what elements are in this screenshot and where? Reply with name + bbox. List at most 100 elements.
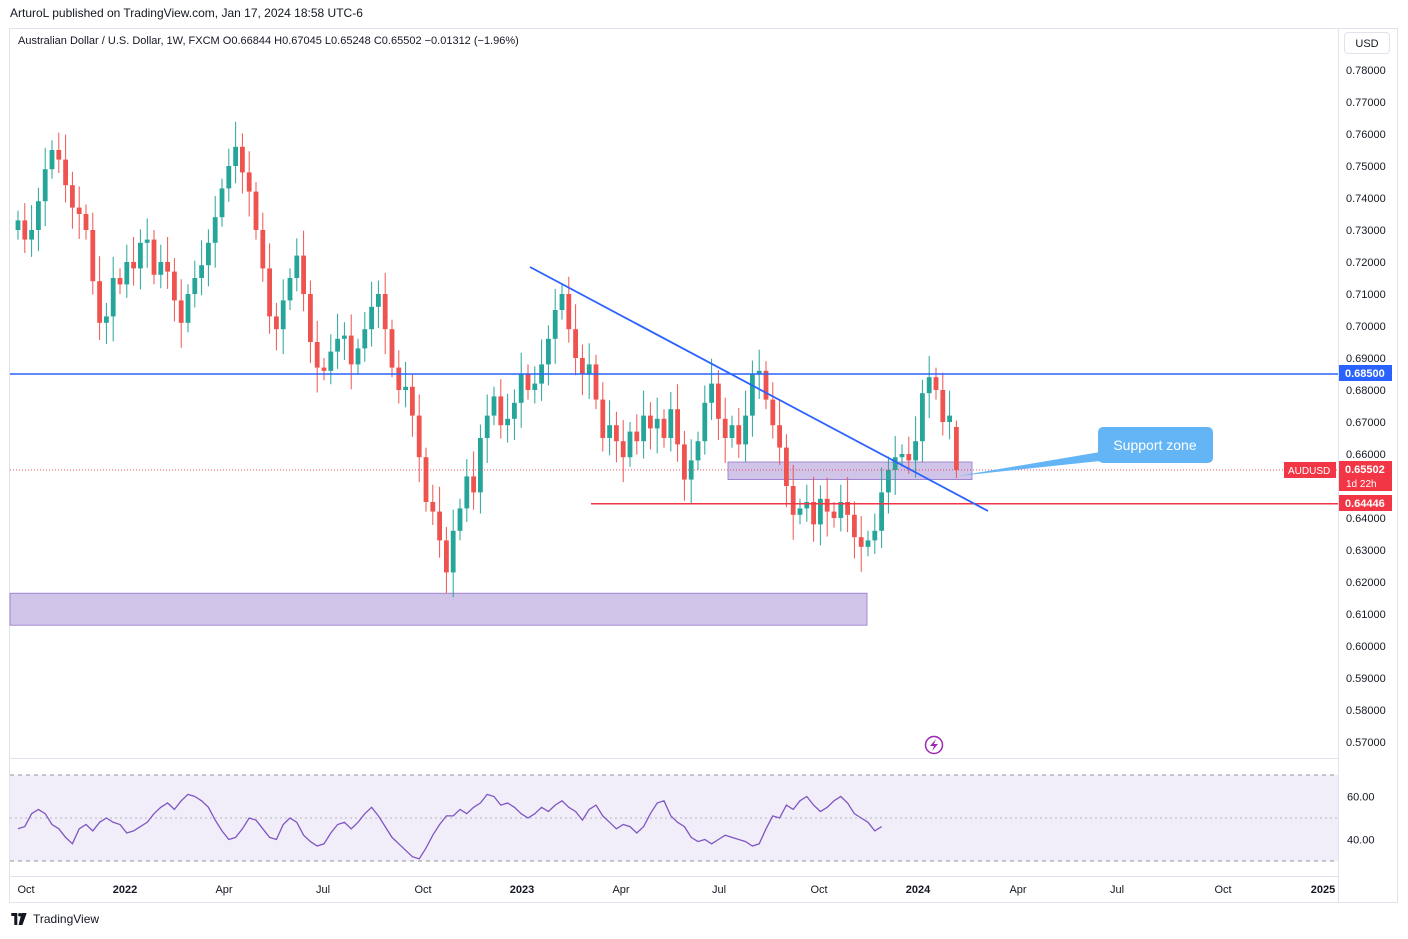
candle bbox=[437, 486, 442, 558]
candle-body bbox=[886, 470, 891, 493]
candle bbox=[532, 366, 538, 404]
candle-body bbox=[954, 426, 959, 470]
candle bbox=[423, 447, 429, 512]
candle-body bbox=[56, 150, 62, 160]
candle bbox=[464, 459, 470, 522]
candle-body bbox=[729, 425, 735, 438]
rsi-band-fill bbox=[10, 775, 1338, 861]
candle-body bbox=[552, 310, 558, 339]
candle bbox=[199, 240, 204, 296]
price-tick-label: 0.71000 bbox=[1346, 289, 1386, 301]
candle-body bbox=[444, 540, 449, 573]
candle bbox=[185, 284, 191, 333]
candle bbox=[512, 389, 517, 440]
zones-layer bbox=[9, 461, 973, 626]
time-tick-label: 2023 bbox=[510, 884, 534, 896]
candle bbox=[131, 237, 136, 286]
candle-body bbox=[804, 502, 810, 509]
time-tick-label: Oct bbox=[810, 884, 827, 896]
rsi-pane bbox=[10, 774, 1338, 862]
current-symbol-label: AUDUSD bbox=[1288, 466, 1330, 477]
time-tick-label: Apr bbox=[1009, 884, 1026, 896]
price-tick-label: 0.68000 bbox=[1346, 385, 1386, 397]
candle-body bbox=[144, 239, 150, 243]
candle bbox=[49, 140, 55, 179]
candle-body bbox=[634, 431, 640, 442]
pane-separator[interactable] bbox=[9, 758, 1338, 759]
candle-body bbox=[287, 278, 293, 301]
candle bbox=[920, 379, 925, 463]
candle-body bbox=[70, 185, 75, 208]
price-tick-label: 0.75000 bbox=[1346, 161, 1386, 173]
candle bbox=[369, 281, 374, 347]
candle bbox=[382, 272, 388, 355]
candles-layer bbox=[15, 121, 959, 598]
candle bbox=[831, 502, 837, 528]
candle-body bbox=[722, 418, 728, 438]
candle bbox=[76, 186, 82, 239]
candle-body bbox=[709, 383, 714, 403]
callout-box[interactable] bbox=[1098, 427, 1213, 463]
candle bbox=[811, 477, 816, 542]
candle bbox=[444, 526, 449, 594]
candle-body bbox=[716, 383, 721, 419]
candle-body bbox=[49, 150, 55, 170]
candle-body bbox=[654, 418, 660, 429]
candle-body bbox=[892, 457, 898, 470]
candle-body bbox=[790, 486, 796, 515]
candle bbox=[104, 302, 109, 344]
callout-pointer bbox=[958, 452, 1100, 476]
candle-body bbox=[920, 393, 925, 442]
price-tick-label: 0.60000 bbox=[1346, 641, 1386, 653]
time-axis[interactable]: Oct 2022 Apr Jul Oct 2023 Apr Jul Oct 2024 Apr Jul O… bbox=[17, 884, 1335, 896]
candle bbox=[233, 121, 238, 184]
candle bbox=[124, 244, 130, 298]
candle bbox=[274, 302, 279, 351]
candle-body bbox=[845, 502, 850, 515]
axis-price-labels: 0.68500 AUDUSD 0.65502 1d 22h 0.64446 bbox=[1284, 365, 1392, 511]
candle-body bbox=[396, 367, 402, 390]
published-by-line: ArturoL published on TradingView.com, Ja… bbox=[10, 6, 363, 20]
candle bbox=[580, 344, 585, 396]
candle-body bbox=[410, 386, 415, 416]
candle bbox=[573, 304, 578, 376]
candle bbox=[63, 134, 68, 203]
candle bbox=[97, 256, 102, 341]
candle-body bbox=[206, 242, 211, 266]
candle bbox=[552, 288, 558, 364]
candle bbox=[355, 338, 361, 374]
candle-body bbox=[940, 390, 946, 422]
candle-body bbox=[811, 502, 816, 525]
candle bbox=[117, 268, 123, 294]
symbol-legend[interactable]: Australian Dollar / U.S. Dollar, 1W, FXC… bbox=[18, 35, 519, 47]
footer-brand[interactable]: TradingView bbox=[10, 912, 99, 926]
candle bbox=[790, 464, 796, 540]
candle-body bbox=[586, 364, 592, 374]
candle-body bbox=[90, 230, 96, 282]
candle-body bbox=[899, 454, 905, 458]
candle-body bbox=[22, 220, 28, 240]
time-tick-label: 2024 bbox=[906, 884, 931, 896]
candle bbox=[151, 230, 157, 285]
candle-body bbox=[83, 214, 89, 230]
candle bbox=[158, 244, 164, 289]
price-tick-label: 0.58000 bbox=[1346, 705, 1386, 717]
candle bbox=[954, 420, 959, 479]
price-axis[interactable]: 0.78000 0.77000 0.76000 0.75000 0.74000 0.730… bbox=[1346, 65, 1386, 847]
lightning-icon[interactable] bbox=[924, 735, 944, 755]
candle-body bbox=[97, 281, 102, 323]
price-tick-label: 0.63000 bbox=[1346, 545, 1386, 557]
candle bbox=[280, 279, 286, 355]
currency-button[interactable]: USD bbox=[1344, 32, 1390, 54]
candle-body bbox=[376, 294, 381, 307]
candle bbox=[722, 397, 728, 463]
candle bbox=[525, 364, 531, 400]
candle-body bbox=[42, 169, 48, 202]
lines-layer bbox=[10, 266, 1338, 512]
candle bbox=[593, 354, 599, 410]
candle bbox=[845, 477, 850, 533]
candle bbox=[913, 416, 918, 478]
support-zone-callout[interactable]: Support zone bbox=[958, 427, 1213, 476]
candle-body bbox=[546, 338, 551, 365]
